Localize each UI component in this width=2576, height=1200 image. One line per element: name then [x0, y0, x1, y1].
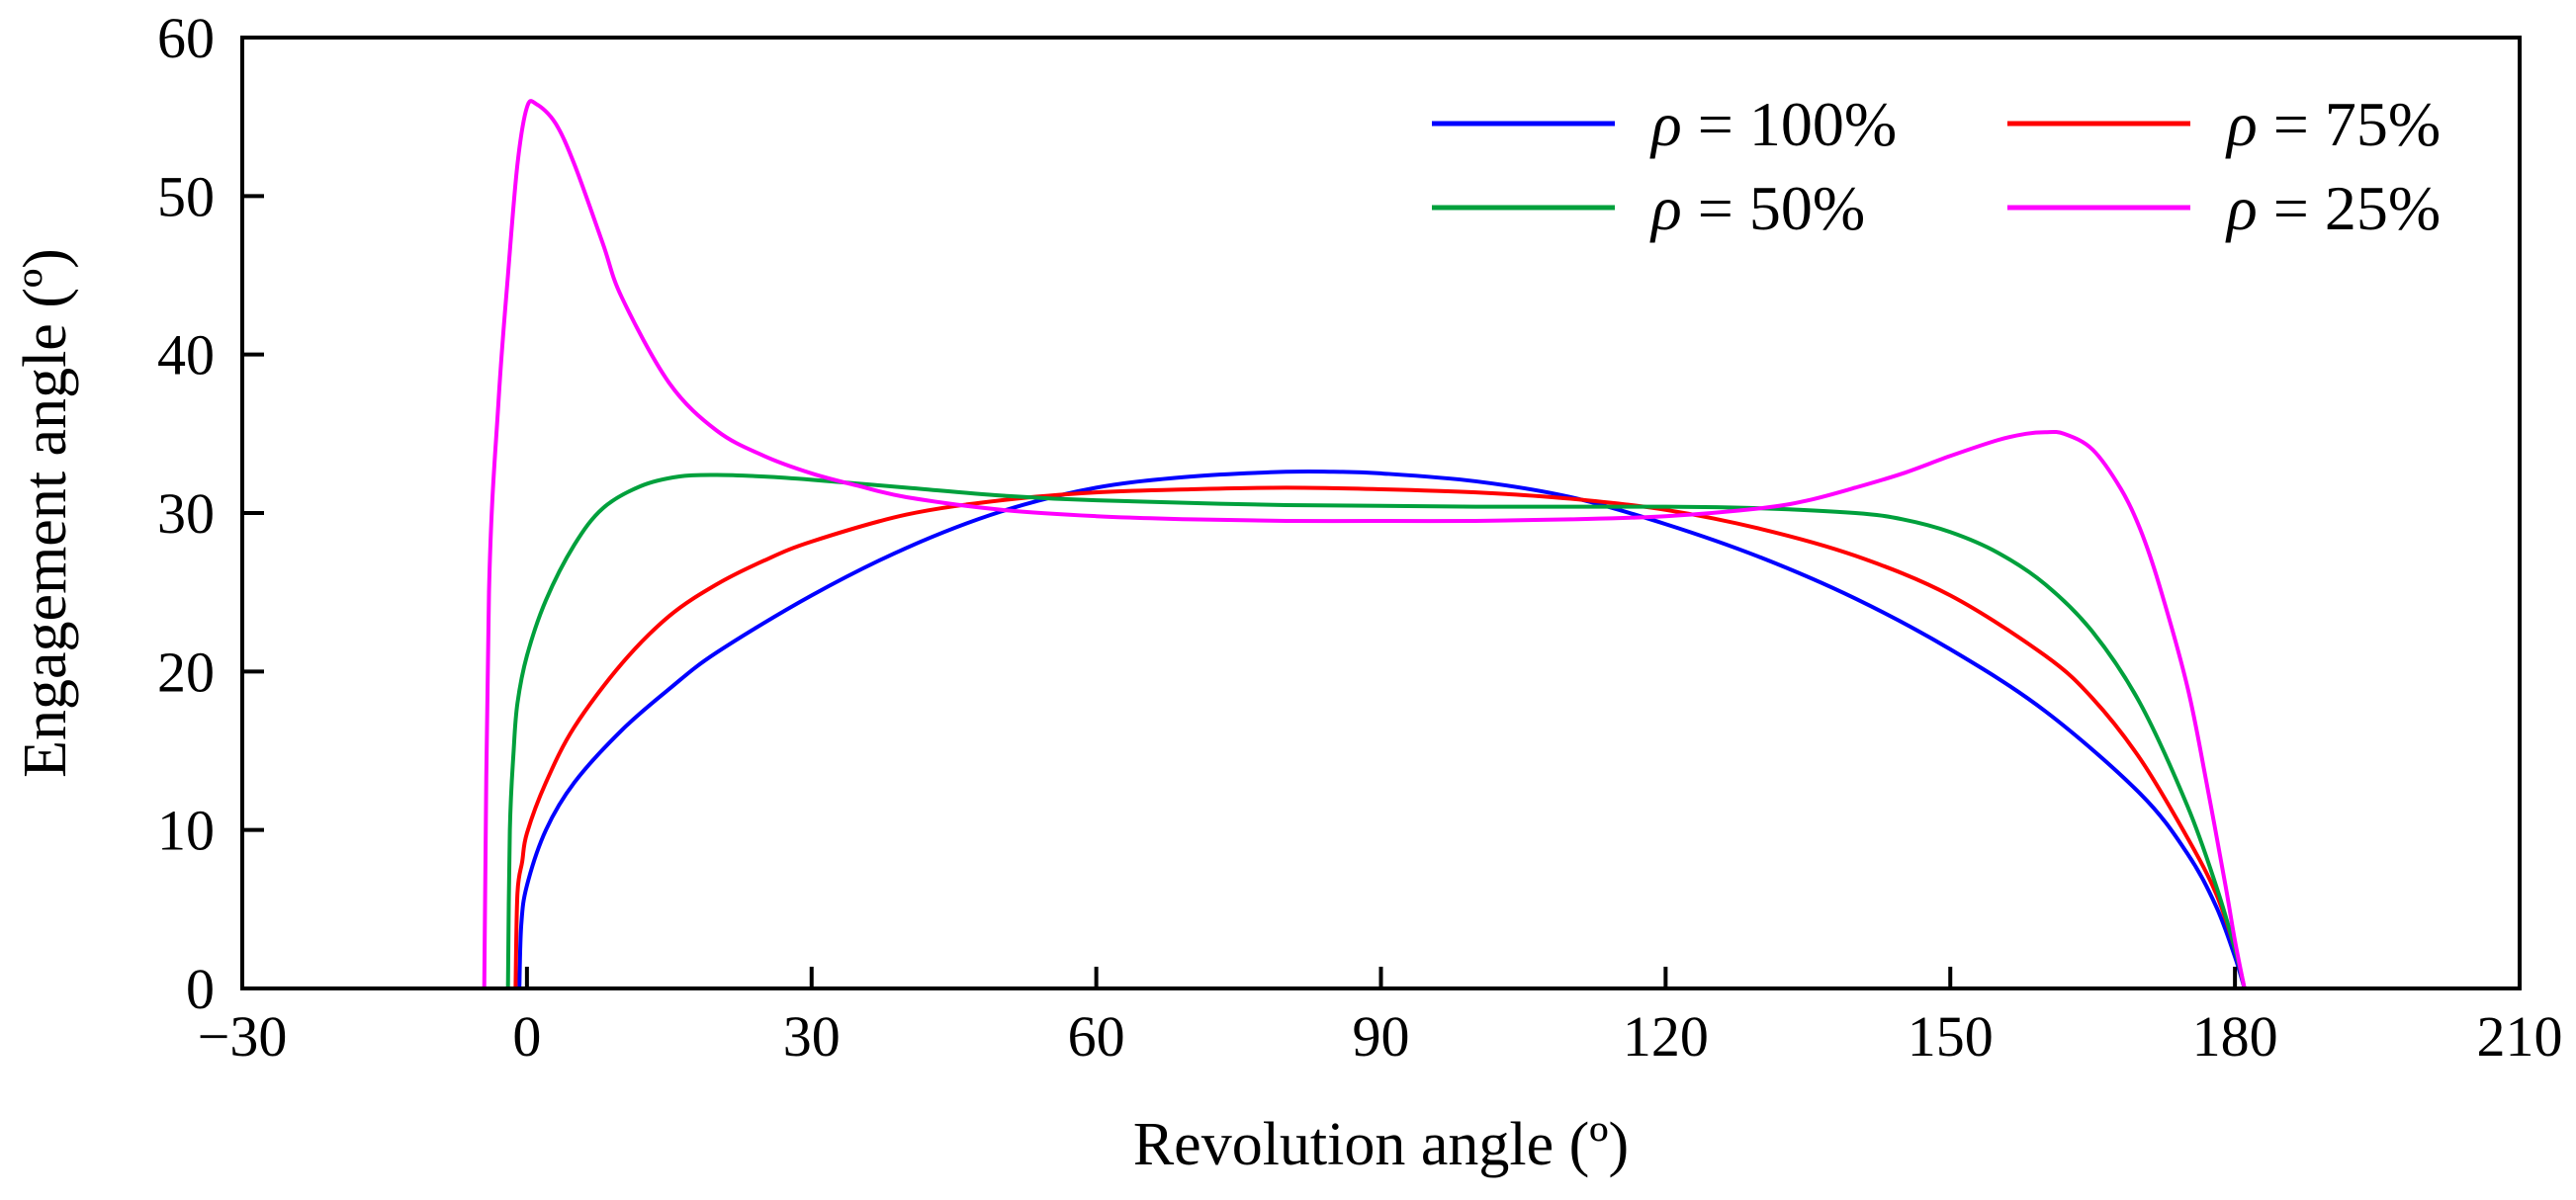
x-tick-label: 180 [2192, 1004, 2278, 1069]
legend-item-rho-75: ρ = 75% [2007, 89, 2441, 159]
legend-label: ρ = 50% [1649, 173, 1865, 243]
legend-item-rho-25: ρ = 25% [2007, 173, 2441, 243]
x-tick-label: 0 [512, 1004, 541, 1069]
y-tick-label: 40 [157, 323, 215, 387]
series-line-rho-50 [505, 472, 2247, 988]
x-axis-title: Revolution angle (º) [1133, 1111, 1629, 1178]
y-tick-label: 60 [157, 6, 215, 70]
series-line-rho-75 [513, 485, 2247, 988]
legend: ρ = 100% ρ = 75% ρ = 50% ρ = 25% [1432, 89, 2441, 243]
x-tick-label: 210 [2477, 1004, 2563, 1069]
legend-item-rho-50: ρ = 50% [1432, 173, 1865, 243]
legend-item-rho-100: ρ = 100% [1432, 89, 1897, 159]
y-tick-label: 10 [157, 799, 215, 863]
series-line-rho-100 [517, 469, 2247, 988]
series-layer [482, 99, 2247, 988]
x-tick-label: −30 [198, 1004, 288, 1069]
legend-label: ρ = 100% [1649, 89, 1897, 159]
x-tick-label: 90 [1353, 1004, 1410, 1069]
series-line-rho-25 [482, 99, 2247, 988]
y-tick-label: 0 [186, 957, 215, 1021]
y-tick-label: 20 [157, 640, 215, 704]
x-tick-label: 30 [783, 1004, 841, 1069]
y-tick-label: 50 [157, 164, 215, 228]
y-tick-label: 30 [157, 481, 215, 546]
plot-frame [240, 36, 2522, 990]
x-tick-label: 120 [1623, 1004, 1709, 1069]
legend-label: ρ = 75% [2225, 89, 2441, 159]
x-tick-label: 150 [1908, 1004, 1994, 1069]
axes-layer: −30 0 30 60 90 120 150 180 2100102030405060Revol… [12, 6, 2563, 1178]
x-tick-label: 60 [1068, 1004, 1125, 1069]
legend-label: ρ = 25% [2225, 173, 2441, 243]
y-axis-title: Engagement angle (º) [12, 248, 79, 778]
